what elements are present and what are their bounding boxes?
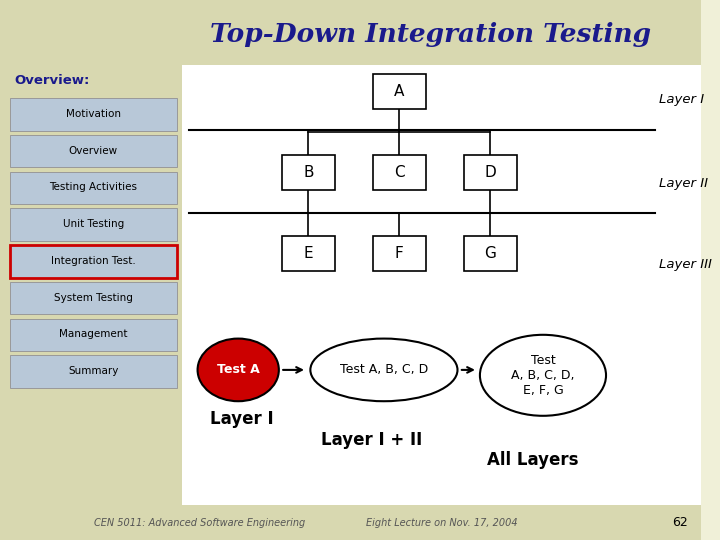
Text: E: E <box>303 246 313 261</box>
Text: CEN 5011: Advanced Software Engineering: CEN 5011: Advanced Software Engineering <box>94 518 305 528</box>
FancyBboxPatch shape <box>464 155 517 190</box>
Text: Overview:: Overview: <box>14 75 89 87</box>
FancyBboxPatch shape <box>0 65 182 505</box>
Text: Management: Management <box>59 329 127 339</box>
FancyBboxPatch shape <box>282 237 335 271</box>
Text: Testing Activities: Testing Activities <box>49 183 138 192</box>
FancyBboxPatch shape <box>10 98 176 131</box>
FancyBboxPatch shape <box>373 155 426 190</box>
Text: Test A: Test A <box>217 363 260 376</box>
Text: Layer I + II: Layer I + II <box>320 431 422 449</box>
Text: Layer II: Layer II <box>659 177 708 190</box>
Text: Eight Lecture on Nov. 17, 2004: Eight Lecture on Nov. 17, 2004 <box>366 518 517 528</box>
Text: Summary: Summary <box>68 366 118 376</box>
FancyBboxPatch shape <box>10 172 176 204</box>
Ellipse shape <box>310 339 457 401</box>
Text: 62: 62 <box>672 516 688 529</box>
Text: C: C <box>394 165 405 180</box>
FancyBboxPatch shape <box>282 155 335 190</box>
Text: Layer I: Layer I <box>210 409 274 428</box>
Text: F: F <box>395 246 404 261</box>
FancyBboxPatch shape <box>10 135 176 167</box>
Text: Motivation: Motivation <box>66 109 121 119</box>
Text: B: B <box>303 165 313 180</box>
Text: System Testing: System Testing <box>54 293 132 302</box>
FancyBboxPatch shape <box>10 208 176 241</box>
FancyBboxPatch shape <box>464 237 517 271</box>
Text: Test A, B, C, D: Test A, B, C, D <box>340 363 428 376</box>
Text: All Layers: All Layers <box>487 451 578 469</box>
FancyBboxPatch shape <box>0 0 701 65</box>
FancyBboxPatch shape <box>182 65 701 505</box>
Text: Unit Testing: Unit Testing <box>63 219 124 229</box>
FancyBboxPatch shape <box>0 505 701 540</box>
Text: Top-Down Integration Testing: Top-Down Integration Testing <box>210 22 652 47</box>
Ellipse shape <box>480 335 606 416</box>
Ellipse shape <box>197 339 279 401</box>
FancyBboxPatch shape <box>373 237 426 271</box>
Text: Layer I: Layer I <box>659 93 703 106</box>
Text: Integration Test.: Integration Test. <box>51 256 135 266</box>
Text: Test
A, B, C, D,
E, F, G: Test A, B, C, D, E, F, G <box>511 354 575 397</box>
Text: G: G <box>485 246 496 261</box>
FancyBboxPatch shape <box>10 319 176 351</box>
FancyBboxPatch shape <box>10 282 176 314</box>
Text: Overview: Overview <box>68 146 118 156</box>
FancyBboxPatch shape <box>373 74 426 109</box>
Text: A: A <box>394 84 405 99</box>
FancyBboxPatch shape <box>10 245 176 278</box>
FancyBboxPatch shape <box>10 355 176 388</box>
Text: Layer III: Layer III <box>659 258 711 271</box>
Text: D: D <box>485 165 496 180</box>
